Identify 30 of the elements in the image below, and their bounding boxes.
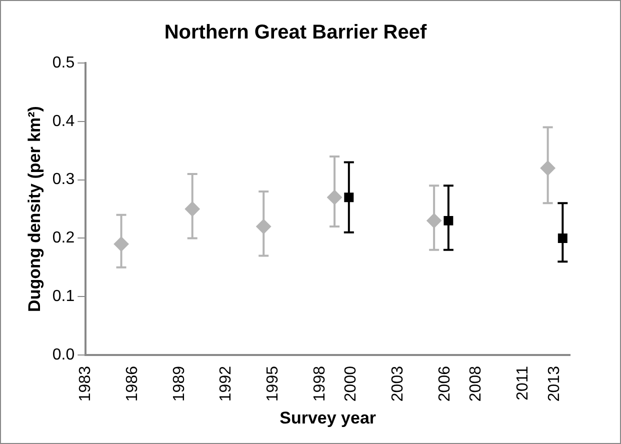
x-tick-label: 2003 xyxy=(390,366,407,402)
y-tick-label: 0.2 xyxy=(52,230,75,247)
x-tick-label: 1998 xyxy=(311,366,328,402)
x-tick-label: 2006 xyxy=(436,366,454,402)
point xyxy=(114,236,129,252)
y-tick-label: 0.5 xyxy=(52,54,75,72)
y-tick-label: 0.0 xyxy=(52,346,75,364)
x-tick-label: 1989 xyxy=(170,366,188,402)
point xyxy=(558,233,568,243)
y-axis-title: Dugong density (per km²) xyxy=(24,106,44,312)
point xyxy=(256,219,272,234)
point xyxy=(344,192,354,202)
x-tick-label: 2011 xyxy=(514,366,532,400)
x-tick-label: 2013 xyxy=(546,366,563,402)
point xyxy=(444,216,454,226)
y-tick-label: 0.1 xyxy=(52,288,75,306)
y-tick-label: 0.4 xyxy=(52,112,75,130)
point xyxy=(327,190,342,205)
chart-title: Northern Great Barrier Reef xyxy=(164,22,427,44)
point xyxy=(540,160,556,176)
x-tick-label: 1995 xyxy=(264,366,282,402)
x-tick-label: 1986 xyxy=(124,366,141,402)
point xyxy=(184,202,200,217)
point xyxy=(426,213,442,228)
x-tick-label: 2000 xyxy=(342,366,360,402)
x-tick-label: 2008 xyxy=(468,366,485,402)
y-tick-label: 0.3 xyxy=(52,171,75,188)
x-axis-title: Survey year xyxy=(280,408,376,428)
x-tick-label: 1983 xyxy=(77,366,94,402)
x-tick-label: 1992 xyxy=(218,366,235,402)
